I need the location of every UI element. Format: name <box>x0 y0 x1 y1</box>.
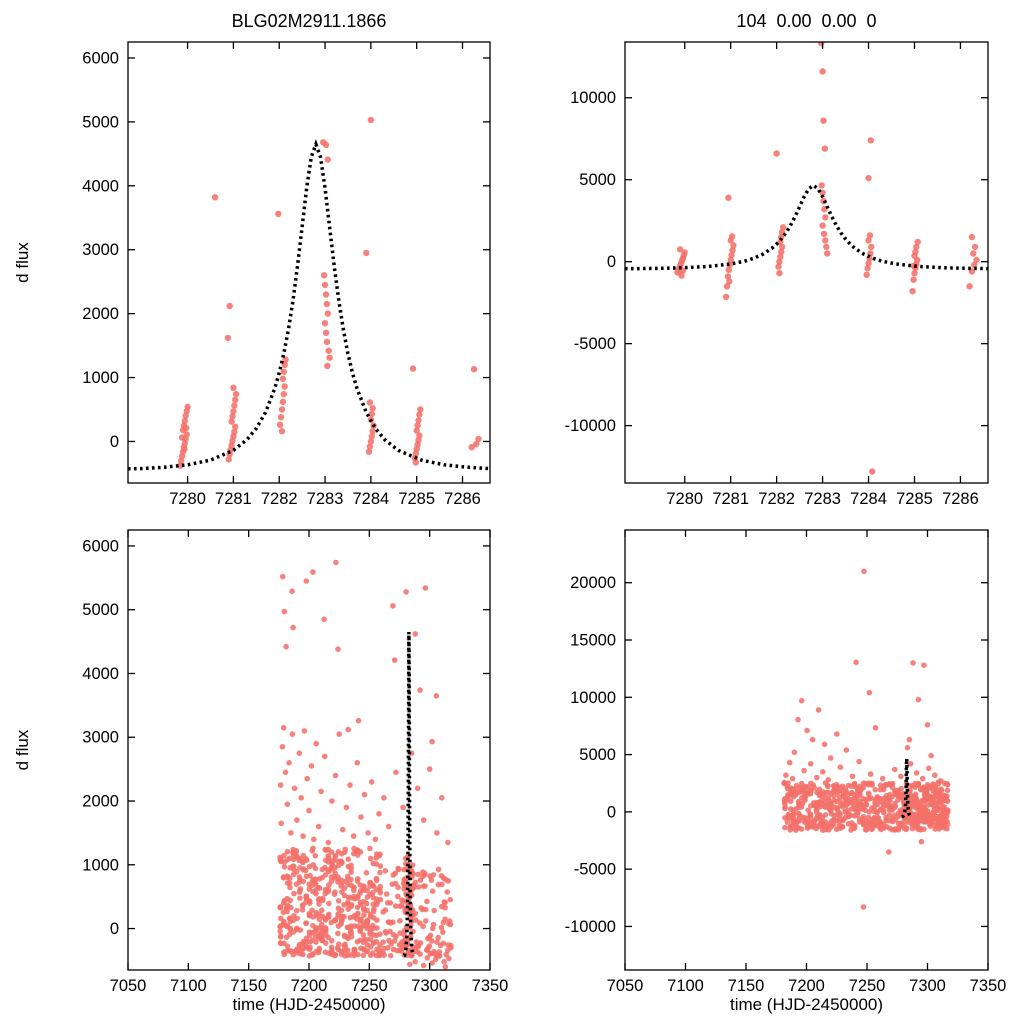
x-tick-label: 7100 <box>667 977 704 995</box>
y-tick-label: -10000 <box>565 417 616 435</box>
y-tick-label: 1000 <box>82 369 119 387</box>
y-tick-label: 1000 <box>82 856 119 874</box>
y-axis-label: d flux <box>13 242 32 283</box>
model-curve <box>402 631 416 958</box>
chart-bottom-left: 7050 7100 7150 7200 7250 7300 7350 0 1000 2000 300… <box>13 529 509 1014</box>
x-tick-label: 7250 <box>849 977 886 995</box>
y-axis-label: d flux <box>13 729 32 770</box>
x-axis-label: time (HJD-2450000) <box>730 995 883 1014</box>
x-axis-label: time (HJD-2450000) <box>232 995 385 1014</box>
model-curve <box>625 183 988 271</box>
chart-top-right: 7280 7281 7282 7283 7284 7285 7286 -10000 -5000 0… <box>565 11 989 508</box>
y-tick-label: 3000 <box>82 241 119 259</box>
panel-bottom-left: 7050 7100 7150 7200 7250 7300 7350 0 1000 2000 300… <box>0 512 512 1024</box>
scatter-points <box>177 116 482 469</box>
y-tick-label: 0 <box>110 433 119 451</box>
x-tick-label: 7284 <box>850 490 887 508</box>
y-tick-label: 6000 <box>82 49 119 67</box>
x-tick-label: 7200 <box>788 977 825 995</box>
plot-border <box>624 529 989 971</box>
plot-border <box>624 41 989 484</box>
scatter-points <box>277 559 454 970</box>
y-tick-label: 2000 <box>82 305 119 323</box>
x-tick-label: 7250 <box>351 977 388 995</box>
x-tick-label: 7281 <box>712 490 749 508</box>
x-tick-label: 7282 <box>261 490 298 508</box>
y-tick-label: 4000 <box>82 665 119 683</box>
y-tick-label: 4000 <box>82 177 119 195</box>
x-tick-label: 7050 <box>110 977 147 995</box>
x-tick-label: 7150 <box>728 977 765 995</box>
y-tick-label: 0 <box>607 803 616 821</box>
y-tick-label: 10000 <box>570 89 616 107</box>
x-tick-label: 7200 <box>291 977 328 995</box>
y-tick-label: 6000 <box>82 537 119 555</box>
y-tick-label: 10000 <box>570 689 616 707</box>
x-tick-label: 7282 <box>758 490 795 508</box>
y-tick-label: -5000 <box>574 861 616 879</box>
x-tick-label: 7300 <box>909 977 946 995</box>
scatter-points <box>674 42 980 475</box>
x-tick-label: 7286 <box>444 490 481 508</box>
x-tick-label: 7281 <box>215 490 252 508</box>
x-tick-label: 7050 <box>607 977 644 995</box>
x-tick-label: 7350 <box>970 977 1007 995</box>
y-tick-label: 5000 <box>579 171 616 189</box>
panel-top-right: 7280 7281 7282 7283 7284 7285 7286 -10000 -5000 0… <box>512 0 1024 512</box>
chart-bottom-right: 7050 7100 7150 7200 7250 7300 7350 -10000 -5000 0… <box>565 529 1007 1014</box>
y-tick-label: 5000 <box>82 601 119 619</box>
y-tick-label: 5000 <box>82 113 119 131</box>
x-tick-label: 7350 <box>472 977 509 995</box>
x-tick-label: 7100 <box>170 977 207 995</box>
panel-title: BLG02M2911.1866 <box>232 11 387 31</box>
x-tick-label: 7280 <box>169 490 206 508</box>
y-tick-label: 5000 <box>579 746 616 764</box>
panel-top-left: 7280 7281 7282 7283 7284 7285 7286 0 1000 2000 300… <box>0 0 512 512</box>
x-tick-label: 7286 <box>942 490 979 508</box>
x-tick-label: 7150 <box>230 977 267 995</box>
x-tick-label: 7300 <box>411 977 448 995</box>
model-curve <box>128 139 490 471</box>
x-tick-label: 7285 <box>398 490 435 508</box>
panel-bottom-right: 7050 7100 7150 7200 7250 7300 7350 -10000 -5000 0… <box>512 512 1024 1024</box>
chart-top-left: 7280 7281 7282 7283 7284 7285 7286 0 1000 2000 300… <box>13 11 491 508</box>
y-tick-label: 15000 <box>570 632 616 650</box>
y-tick-label: 20000 <box>570 574 616 592</box>
y-tick-label: -10000 <box>565 918 616 936</box>
x-tick-label: 7283 <box>804 490 841 508</box>
x-tick-label: 7280 <box>666 490 703 508</box>
y-tick-label: 3000 <box>82 729 119 747</box>
y-tick-label: 0 <box>607 253 616 271</box>
y-tick-label: 0 <box>110 920 119 938</box>
x-tick-label: 7284 <box>353 490 390 508</box>
x-tick-label: 7283 <box>307 490 344 508</box>
y-tick-label: -5000 <box>574 335 616 353</box>
model-curve <box>901 758 912 819</box>
x-tick-label: 7285 <box>896 490 933 508</box>
panel-title: 104 0.00 0.00 0 <box>736 11 876 31</box>
y-tick-label: 2000 <box>82 793 119 811</box>
plot-border <box>127 41 491 484</box>
scatter-points <box>781 568 951 910</box>
